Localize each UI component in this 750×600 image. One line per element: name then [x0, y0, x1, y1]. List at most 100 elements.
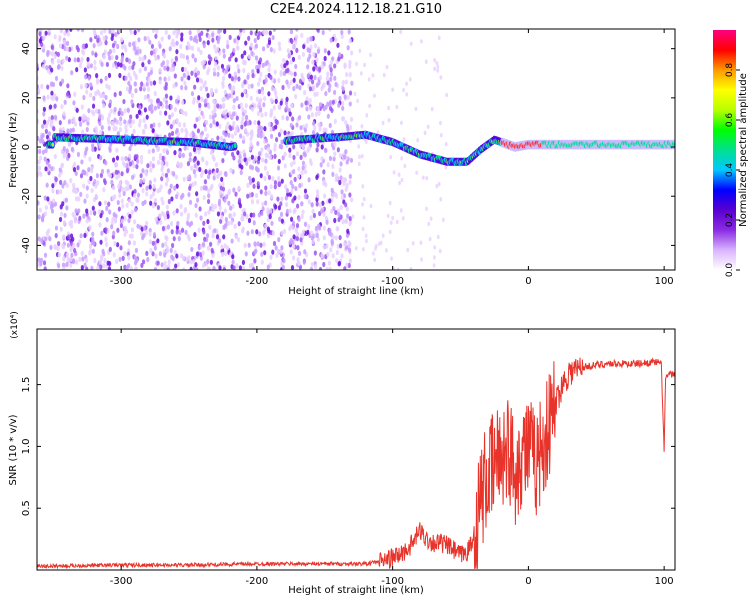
heatmap-cell	[172, 210, 176, 216]
heatmap-cell	[118, 90, 122, 96]
heatmap-cell	[140, 230, 144, 236]
heatmap-cell	[241, 259, 246, 266]
heatmap-cell	[213, 103, 217, 109]
heatmap-cell	[272, 240, 277, 247]
heatmap-cell	[188, 157, 192, 163]
heatmap-cell	[217, 29, 221, 35]
heatmap-cell	[116, 61, 121, 67]
heatmap-cell	[300, 213, 304, 220]
heatmap-cell	[111, 62, 116, 68]
heatmap-cell	[57, 263, 61, 269]
heatmap-cell	[175, 40, 179, 46]
heatmap-cell	[189, 259, 193, 265]
heatmap-cell	[210, 90, 214, 97]
heatmap-cell	[314, 225, 318, 232]
heatmap-cell	[88, 250, 92, 256]
heatmap-cell	[132, 192, 137, 199]
heatmap-cell	[88, 92, 93, 98]
heatmap-cell	[146, 257, 150, 263]
heatmap-cell	[115, 242, 120, 248]
heatmap-cell	[123, 119, 127, 125]
heatmap-cell	[98, 201, 102, 207]
heatmap-cell	[437, 35, 441, 41]
heatmap-cell	[285, 188, 290, 194]
heatmap-cell	[198, 206, 202, 212]
heatmap-cell	[231, 254, 235, 260]
heatmap-cell	[216, 71, 220, 77]
heatmap-cell	[64, 197, 69, 203]
heatmap-cell	[296, 245, 300, 251]
heatmap-cell	[277, 77, 281, 84]
heatmap-cell	[146, 86, 151, 92]
heatmap-cell	[298, 85, 302, 91]
heatmap-cell	[330, 208, 334, 214]
heatmap-cell	[282, 258, 286, 264]
heatmap-cell	[242, 207, 247, 213]
heatmap-cell	[246, 120, 250, 126]
heatmap-cell	[166, 168, 170, 174]
heatmap-cell	[288, 147, 292, 153]
heatmap-cell	[202, 59, 206, 65]
heatmap-cell	[441, 217, 445, 223]
heatmap-cell	[103, 257, 107, 264]
heatmap-cell	[169, 95, 173, 101]
heatmap-cell	[235, 39, 239, 45]
heatmap-cell	[340, 189, 344, 195]
heatmap-cell	[264, 61, 268, 67]
heatmap-cell	[164, 110, 168, 116]
heatmap-cell	[247, 54, 252, 60]
heatmap-cell	[253, 37, 257, 44]
heatmap-cell	[136, 192, 141, 198]
heatmap-cell	[293, 195, 297, 201]
heatmap-cell	[169, 247, 173, 254]
heatmap-cell	[107, 266, 111, 270]
heatmap-cell	[139, 173, 143, 179]
heatmap-cell	[161, 242, 165, 248]
heatmap-cell	[205, 133, 209, 139]
heatmap-cell	[268, 214, 272, 220]
heatmap-cell	[128, 184, 132, 190]
heatmap-cell	[396, 267, 400, 270]
heatmap-cell	[176, 262, 180, 268]
heatmap-cell	[269, 184, 273, 190]
heatmap-cell	[216, 211, 221, 217]
heatmap-cell	[151, 240, 155, 246]
heatmap-cell	[435, 183, 439, 189]
heatmap-cell	[328, 266, 332, 270]
heatmap-cell	[343, 266, 347, 270]
heatmap-cell	[65, 205, 69, 211]
heatmap-cell	[254, 155, 258, 161]
heatmap-cell	[85, 146, 89, 152]
heatmap-cell	[78, 121, 83, 127]
heatmap-cell	[318, 66, 322, 73]
heatmap-cell	[94, 183, 98, 189]
heatmap-cell	[293, 176, 297, 182]
heatmap-cell	[53, 244, 57, 250]
heatmap-cell	[248, 175, 252, 181]
heatmap-cell	[91, 50, 95, 56]
heatmap-cell	[113, 218, 118, 224]
heatmap-cell	[338, 243, 343, 249]
heatmap-cell	[50, 81, 54, 87]
heatmap-cell	[188, 176, 192, 182]
heatmap-cell	[161, 155, 165, 162]
heatmap-cell	[318, 126, 322, 132]
heatmap-cell	[229, 205, 233, 211]
heatmap-cell	[166, 59, 170, 65]
heatmap-cell	[91, 205, 95, 211]
heatmap-cell	[238, 154, 242, 160]
heatmap-cell	[172, 267, 176, 270]
heatmap-cell	[445, 92, 449, 98]
heatmap-cell	[348, 215, 352, 222]
heatmap-cell	[68, 46, 72, 52]
x-tick-label: -200	[246, 576, 269, 587]
heatmap-cell	[280, 218, 284, 224]
heatmap-cell	[252, 158, 256, 164]
heatmap-cell	[193, 84, 197, 90]
heatmap-cell	[211, 32, 215, 38]
heatmap-cell	[168, 114, 172, 120]
heatmap-cell	[143, 66, 148, 72]
heatmap-cell	[261, 89, 265, 95]
heatmap-cell	[182, 176, 186, 182]
heatmap-cell	[137, 122, 142, 128]
